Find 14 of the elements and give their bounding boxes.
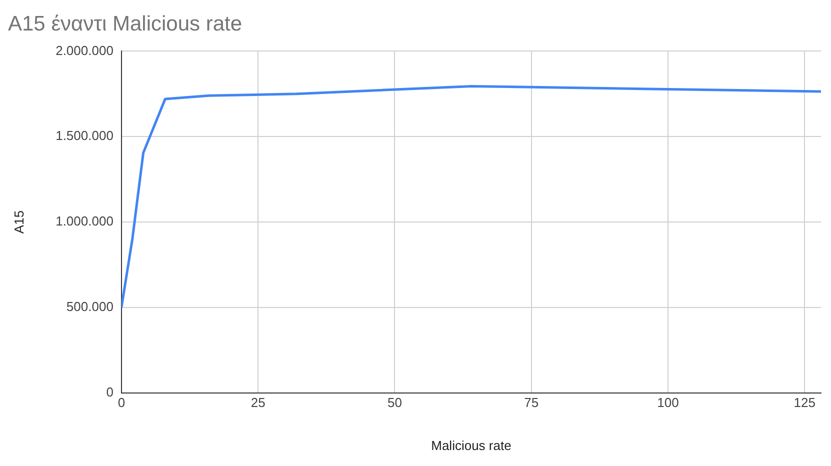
- y-tick-label: 500.000: [66, 298, 114, 314]
- y-tick-label: 0: [106, 384, 114, 400]
- x-tick-label: 75: [524, 395, 539, 410]
- y-tick-label: 2.000.000: [56, 42, 114, 58]
- y-axis-title: A15: [11, 210, 26, 234]
- x-tick-label: 125: [794, 395, 816, 410]
- x-tick-label: 25: [250, 395, 266, 410]
- y-tick-label: 1.000.000: [56, 214, 114, 229]
- x-tick-label: 0: [118, 395, 126, 410]
- x-tick-label: 100: [657, 395, 679, 410]
- x-tick-label: 50: [387, 395, 402, 410]
- chart-title: A15 έναντι Malicious rate: [8, 12, 242, 36]
- x-axis-title: Malicious rate: [431, 438, 512, 453]
- y-tick-label: 1.500.000: [56, 128, 114, 144]
